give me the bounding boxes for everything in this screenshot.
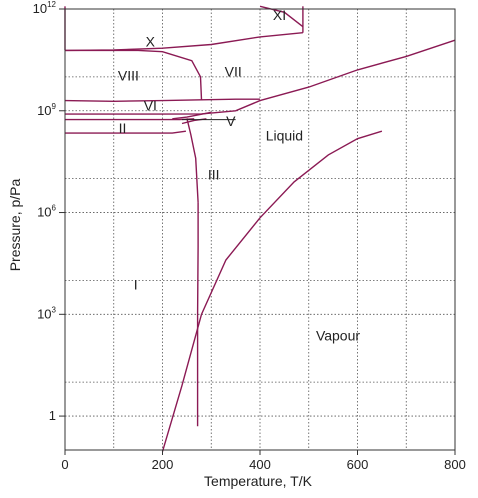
phase-boundary-line xyxy=(172,111,212,120)
region-label: II xyxy=(119,120,127,136)
phase-boundary-line xyxy=(64,98,260,103)
region-label: Liquid xyxy=(266,128,303,144)
x-tick-label: 0 xyxy=(61,457,68,472)
grid-lines xyxy=(65,8,455,450)
phase-boundary-line xyxy=(196,202,199,427)
y-tick-label: 103 xyxy=(37,305,56,321)
y-tick-label: 109 xyxy=(37,102,56,118)
region-label: I xyxy=(134,276,138,292)
region-label: V xyxy=(226,113,236,129)
region-label: X xyxy=(146,34,156,50)
phase-boundary-line xyxy=(64,32,303,52)
phase-boundary-line xyxy=(259,5,304,28)
x-axis-ticks: 0 200 400 600 800 xyxy=(61,450,466,472)
y-axis-title: Pressure, p/Pa xyxy=(7,178,23,271)
x-tick-label: 800 xyxy=(444,457,466,472)
region-label: VI xyxy=(144,98,157,114)
region-label: VIII xyxy=(118,68,139,84)
x-axis-title: Temperature, T/K xyxy=(204,473,313,489)
region-label: VII xyxy=(225,64,242,80)
y-tick-label: 1 xyxy=(49,408,56,423)
region-label: Vapour xyxy=(316,327,360,343)
y-axis-ticks: 1 103 106 109 1012 xyxy=(33,0,65,423)
x-tick-label: 600 xyxy=(347,457,369,472)
phase-boundary-line xyxy=(65,118,195,121)
phase-boundary-line xyxy=(65,130,186,134)
phase-boundary-line xyxy=(65,39,456,115)
y-tick-label: 1012 xyxy=(33,0,57,16)
phase-boundary-line xyxy=(65,49,203,100)
x-tick-label: 400 xyxy=(249,457,271,472)
region-label: III xyxy=(208,167,220,183)
phase-boundary-line xyxy=(161,130,383,452)
region-label: XI xyxy=(273,7,286,23)
x-tick-label: 200 xyxy=(152,457,174,472)
phase-boundary-line xyxy=(186,118,199,203)
y-tick-label: 106 xyxy=(37,204,56,220)
